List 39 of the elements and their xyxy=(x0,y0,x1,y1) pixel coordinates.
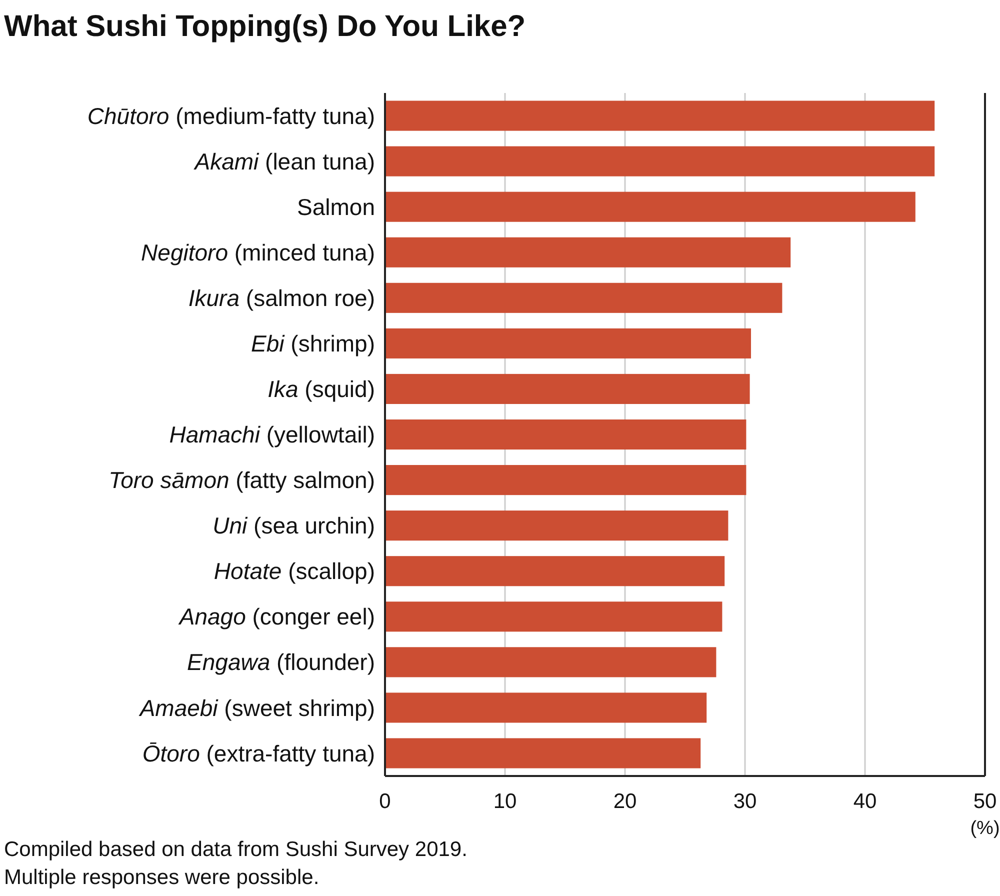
y-tick-label: Toro sāmon (fatty salmon) xyxy=(108,467,375,494)
y-tick-label: Uni (sea urchin) xyxy=(212,512,375,539)
bar xyxy=(385,100,935,131)
bar xyxy=(385,738,701,768)
bar xyxy=(385,192,916,222)
y-tick-label: Chūtoro (medium-fatty tuna) xyxy=(87,102,375,129)
bar xyxy=(385,146,935,176)
bar xyxy=(385,692,707,723)
bar xyxy=(385,510,728,541)
x-axis-title: (%) xyxy=(970,818,1000,839)
x-tick-label: 30 xyxy=(733,790,757,813)
x-tick-label: 0 xyxy=(379,790,391,813)
y-tick-label: Hamachi (yellowtail) xyxy=(169,422,375,448)
y-tick-label: Engawa (flounder) xyxy=(187,649,375,676)
bar xyxy=(385,374,750,404)
bar xyxy=(385,647,716,678)
y-tick-label: Salmon xyxy=(297,194,375,220)
bar xyxy=(385,419,746,450)
bar xyxy=(385,556,725,586)
bar xyxy=(385,465,746,496)
x-tick-label: 10 xyxy=(493,790,517,813)
x-tick-label: 40 xyxy=(853,790,877,813)
y-tick-label: Negitoro (minced tuna) xyxy=(141,239,375,266)
x-tick-label: 20 xyxy=(613,790,637,813)
y-tick-label: Ika (squid) xyxy=(268,376,375,402)
bar xyxy=(385,237,791,268)
bar xyxy=(385,282,782,313)
y-tick-label: Hotate (scallop) xyxy=(214,558,375,584)
y-tick-label: Anago (conger eel) xyxy=(177,604,375,630)
x-tick-label: 50 xyxy=(973,790,997,813)
bar xyxy=(385,328,751,358)
text: Compiled based on data from Sushi Survey 2019. Multiple responses were possible. xyxy=(4,838,468,889)
y-tick-label: Akami (lean tuna) xyxy=(192,148,375,174)
y-tick-label: Ebi (shrimp) xyxy=(251,330,375,356)
chart-title: What Sushi Topping(s) Do You Like? xyxy=(4,10,526,43)
y-tick-label: Ōtoro (extra-fatty tuna) xyxy=(142,740,375,766)
y-tick-label: Amaebi (sweet shrimp) xyxy=(138,694,375,721)
y-tick-label: Ikura (salmon roe) xyxy=(188,284,375,311)
bar xyxy=(385,602,722,632)
